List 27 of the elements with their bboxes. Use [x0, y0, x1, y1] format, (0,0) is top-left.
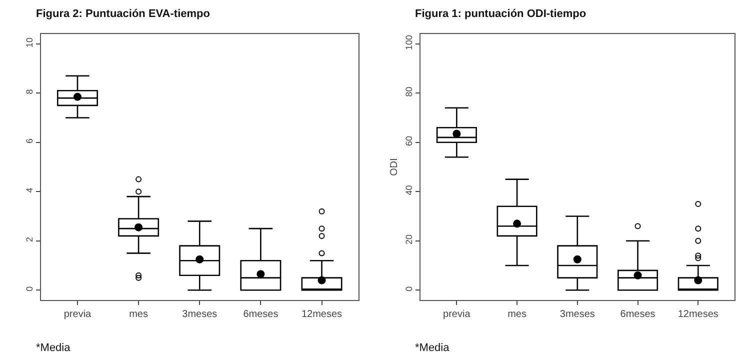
x-tick-label: 12meses: [301, 309, 342, 320]
chart-title: Figura 1: puntuación ODI-tiempo: [415, 8, 586, 20]
y-tick-label: 0: [404, 286, 414, 292]
y-tick-label: 10: [24, 37, 34, 48]
y-tick-label: 8: [24, 89, 34, 94]
y-tick-label: 80: [404, 86, 414, 97]
y-tick-label: 4: [24, 188, 34, 193]
x-tick-label: 6meses: [243, 309, 278, 320]
y-tick-label: 40: [404, 185, 414, 196]
y-axis-title: ODI: [388, 158, 400, 176]
chart-title: Figura 2: Puntuación EVA-tiempo: [36, 8, 210, 20]
y-tick-label: 0: [24, 286, 34, 292]
y-tick-label: 100: [404, 34, 414, 50]
x-tick-label: 12meses: [678, 309, 718, 320]
x-tick-label: mes: [508, 309, 526, 320]
text: *Media: [36, 342, 72, 354]
y-tick-label: 2: [24, 237, 34, 242]
x-tick-label: mes: [129, 309, 148, 320]
y-tick-label: 6: [24, 138, 34, 144]
x-tick-label: 3meses: [560, 309, 595, 320]
y-tick-label: 60: [404, 136, 414, 146]
x-tick-label: previa: [443, 309, 471, 320]
x-tick-label: 6meses: [620, 309, 656, 320]
x-tick-label: previa: [64, 309, 92, 320]
y-tick-label: 20: [404, 234, 414, 245]
text: *Media: [415, 342, 450, 354]
x-tick-label: 3meses: [182, 309, 218, 320]
